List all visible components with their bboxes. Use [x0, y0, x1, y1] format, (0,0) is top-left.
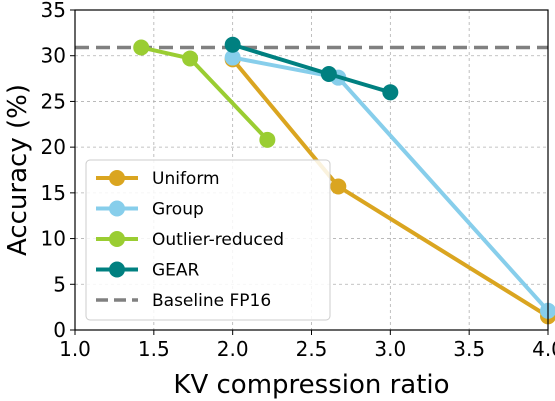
y-tick-label: 25 [41, 89, 66, 113]
x-tick-label: 2.0 [217, 337, 249, 361]
legend-label-uniform: Uniform [152, 169, 220, 189]
y-tick-label: 15 [41, 181, 66, 205]
data-point-outlier-reduced [259, 131, 276, 148]
data-point-outlier-reduced [182, 50, 199, 67]
y-tick-label: 30 [41, 44, 66, 68]
legend-marker-outlier-reduced [109, 231, 125, 247]
data-point-group [224, 49, 241, 66]
y-tick-label: 20 [41, 135, 66, 159]
x-axis-label: KV compression ratio [173, 370, 449, 400]
data-point-gear [320, 66, 337, 82]
data-point-outlier-reduced [133, 39, 150, 56]
x-tick-label: 4.0 [532, 337, 555, 361]
x-tick-label: 1.5 [138, 337, 170, 361]
x-tick-label: 3.0 [374, 337, 406, 361]
data-point-gear [224, 36, 241, 53]
legend-marker-uniform [109, 170, 125, 186]
data-point-uniform [330, 178, 347, 195]
y-axis-label: Accuracy (%) [3, 84, 33, 256]
x-tick-label: 1.0 [59, 337, 91, 361]
series-outlier-reduced [133, 39, 276, 148]
y-tick-label: 0 [53, 318, 66, 342]
legend-label-gear: GEAR [152, 261, 200, 281]
legend-label-baseline-fp16: Baseline FP16 [152, 291, 271, 311]
legend-marker-gear [109, 261, 125, 278]
ticks: 1.0 1.5 2.0 2.5 3.0 3.5 4.0 0 5 10 15 20 25 30 35 [41, 0, 555, 361]
x-tick-label: 2.5 [296, 337, 328, 361]
y-tick-label: 5 [53, 272, 66, 296]
y-tick-label: 10 [41, 227, 66, 251]
x-tick-label: 3.5 [453, 337, 485, 361]
data-point-gear [382, 84, 399, 101]
legend-box [85, 159, 331, 321]
legend: Uniform Group Outlier-reduced GEAR Baseline … [85, 159, 331, 321]
series-gear [224, 36, 399, 101]
legend-marker-group [109, 200, 125, 217]
legend-label-outlier-reduced: Outlier-reduced [152, 230, 284, 250]
y-tick-label: 35 [41, 0, 66, 22]
legend-label-group: Group [152, 200, 204, 220]
